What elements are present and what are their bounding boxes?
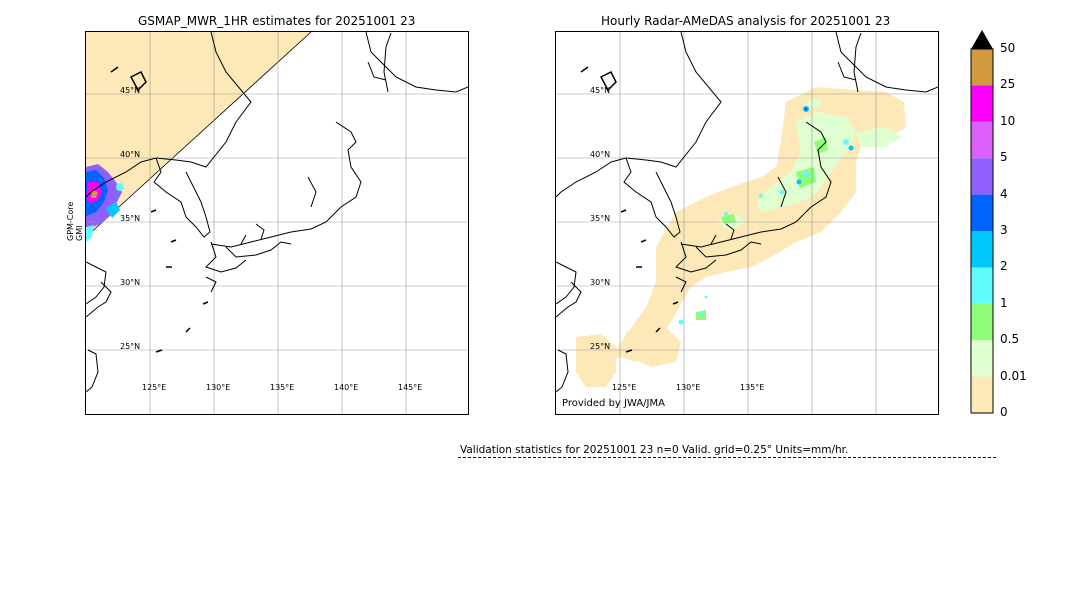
left-lat-label-40: 40°N <box>120 150 141 159</box>
coastlines <box>556 32 938 393</box>
colorbar-tick-label: 0 <box>1000 405 1008 419</box>
left-map-panel: 45°N 40°N 35°N 30°N 25°N 125°E 130°E 135… <box>85 31 469 415</box>
left-lon-label-135: 135°E <box>270 383 295 392</box>
left-lat-label-45: 45°N <box>120 86 141 95</box>
colorbar-block <box>971 194 993 231</box>
right-lat-label-35: 35°N <box>590 214 611 223</box>
graticule <box>556 32 938 414</box>
colorbar-block <box>971 85 993 122</box>
colorbar-tick-label: 3 <box>1000 223 1008 237</box>
right-lon-label-130: 130°E <box>676 383 701 392</box>
swath-edge <box>86 32 312 238</box>
left-lon-label-145: 145°E <box>398 383 423 392</box>
left-lon-label-125: 125°E <box>142 383 167 392</box>
validation-divider <box>458 457 996 458</box>
colorbar-block <box>971 267 993 304</box>
small-islands <box>580 66 679 353</box>
left-panel-title: GSMAP_MWR_1HR estimates for 20251001 23 <box>138 14 416 28</box>
right-lat-label-25: 25°N <box>590 342 611 351</box>
colorbar-tick-label: 10 <box>1000 113 1016 128</box>
left-lon-label-140: 140°E <box>334 383 359 392</box>
satellite-label: GPM-Core <box>66 201 75 241</box>
right-panel-title: Hourly Radar-AMeDAS analysis for 2025100… <box>601 14 891 28</box>
colorbar-block <box>971 303 993 341</box>
colorbar-tick-label: 2 <box>1000 259 1008 274</box>
colorbar-block <box>971 340 993 377</box>
coastlines <box>86 32 468 393</box>
right-map-panel: 45°N 40°N 35°N 30°N 25°N 125°E 130°E 135… <box>555 31 939 415</box>
small-islands <box>110 66 209 353</box>
precip-blobs <box>86 164 124 242</box>
colorbar-block <box>971 376 993 413</box>
colorbar-tick-label: 1 <box>1000 295 1008 310</box>
light-rain <box>716 98 901 230</box>
colorbar <box>970 30 994 414</box>
colorbar-tick-label: 25 <box>1000 77 1016 92</box>
left-map-canvas <box>86 32 468 414</box>
colorbar-tick-label: 4 <box>1000 186 1008 201</box>
colorbar-tick-label: 0.01 <box>1000 368 1027 383</box>
left-lat-label-30: 30°N <box>120 278 141 287</box>
left-lat-label-35: 35°N <box>120 214 141 223</box>
colorbar-block <box>971 49 993 86</box>
colorbar-tick-label: 5 <box>1000 150 1008 165</box>
colorbar-extend-arrow <box>971 30 993 49</box>
validation-statistics: Validation statistics for 20251001 23 n=… <box>460 444 849 456</box>
colorbar-tick-label: 50 <box>1000 41 1016 55</box>
right-lon-label-125: 125°E <box>612 383 637 392</box>
left-lon-label-130: 130°E <box>206 383 231 392</box>
graticule <box>86 32 468 414</box>
left-lat-label-25: 25°N <box>120 342 141 351</box>
right-map-canvas <box>556 32 938 414</box>
colorbar-tick-label: 0.5 <box>1000 332 1020 347</box>
right-lat-label-40: 40°N <box>590 150 611 159</box>
sensor-label: GMI <box>75 225 84 241</box>
right-lat-label-45: 45°N <box>590 86 611 95</box>
colorbar-block <box>971 121 993 159</box>
right-lat-label-30: 30°N <box>590 278 611 287</box>
colorbar-block <box>971 158 993 195</box>
colorbar-outline <box>970 48 994 414</box>
right-lon-label-135: 135°E <box>740 383 765 392</box>
heavy-rain-cells <box>678 106 854 325</box>
colorbar-block <box>971 231 993 268</box>
data-credit: Provided by JWA/JMA <box>562 398 665 409</box>
